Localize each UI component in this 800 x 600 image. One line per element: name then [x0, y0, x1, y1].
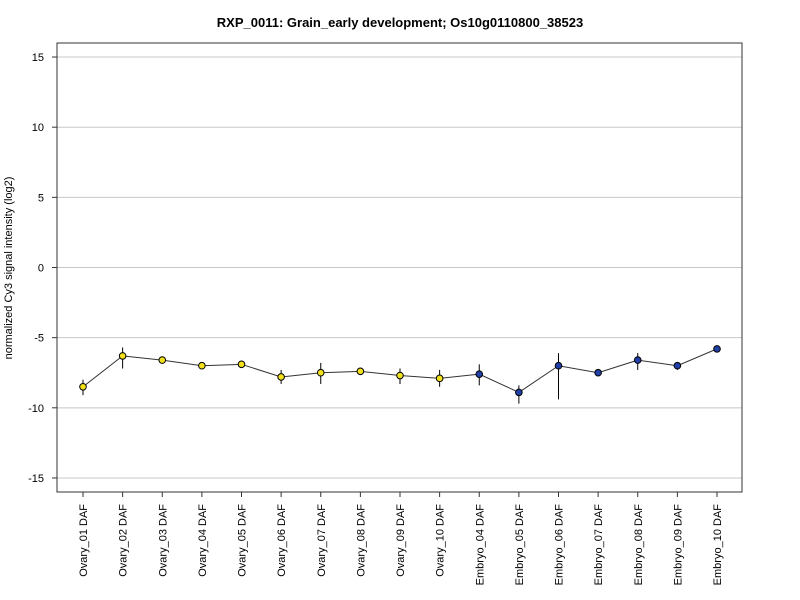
- data-point: [277, 373, 285, 381]
- data-point: [198, 361, 206, 370]
- x-tick-label: Ovary_07 DAF: [316, 504, 328, 577]
- data-point: [158, 356, 167, 364]
- x-tick-label: Ovary_06 DAF: [276, 504, 288, 577]
- data-point: [713, 345, 721, 353]
- x-tick-label: Embryo_06 DAF: [554, 504, 566, 586]
- y-axis-label: normalized Cy3 signal intensity (log2): [3, 177, 15, 360]
- y-tick-label: 10: [32, 122, 44, 134]
- y-tick-label: -10: [28, 403, 44, 415]
- data-point: [673, 361, 682, 370]
- x-tick-label: Ovary_09 DAF: [395, 504, 407, 577]
- x-tick-label: Ovary_04 DAF: [197, 504, 209, 577]
- y-axis: -15 -10 -5 0 5 10 15: [28, 52, 57, 485]
- x-tick-label: Ovary_03 DAF: [157, 504, 169, 577]
- x-tick-label: Embryo_04 DAF: [474, 504, 486, 586]
- data-point: [515, 388, 523, 397]
- plot-frame: [56, 42, 743, 493]
- chart-title: RXP_0011: Grain_early development; Os10g…: [217, 15, 583, 30]
- y-tick-label: 0: [38, 263, 44, 275]
- y-tick-label: -15: [28, 473, 44, 485]
- data-point: [237, 360, 246, 369]
- x-tick-label: Ovary_02 DAF: [118, 504, 130, 577]
- x-tick-label: Embryo_07 DAF: [593, 504, 605, 586]
- x-tick-label: Ovary_10 DAF: [435, 504, 447, 577]
- data-point: [554, 361, 563, 370]
- grid-lines: [57, 56, 742, 479]
- data-points: [79, 345, 721, 397]
- data-point: [118, 352, 127, 360]
- x-tick-label: Ovary_05 DAF: [237, 504, 249, 577]
- x-tick-label: Embryo_09 DAF: [672, 504, 684, 586]
- data-point: [435, 374, 444, 383]
- x-tick-label: Embryo_08 DAF: [633, 504, 645, 586]
- data-point: [356, 367, 365, 376]
- data-point: [594, 368, 602, 377]
- x-tick-label: Ovary_01 DAF: [78, 504, 90, 577]
- y-tick-label: 5: [38, 192, 44, 204]
- data-point: [316, 368, 325, 377]
- data-point: [396, 371, 404, 380]
- x-tick-label: Embryo_05 DAF: [514, 504, 526, 586]
- y-tick-label: 15: [32, 52, 44, 64]
- data-point: [633, 356, 642, 364]
- x-tick-label: Embryo_10 DAF: [712, 504, 724, 586]
- x-tick-label: Ovary_08 DAF: [355, 504, 367, 577]
- data-point: [79, 382, 87, 391]
- x-axis: Ovary_01 DAF Ovary_02 DAF Ovary_03 DAF Ovar…: [78, 492, 724, 585]
- data-point: [475, 370, 484, 378]
- y-tick-label: -5: [34, 333, 44, 345]
